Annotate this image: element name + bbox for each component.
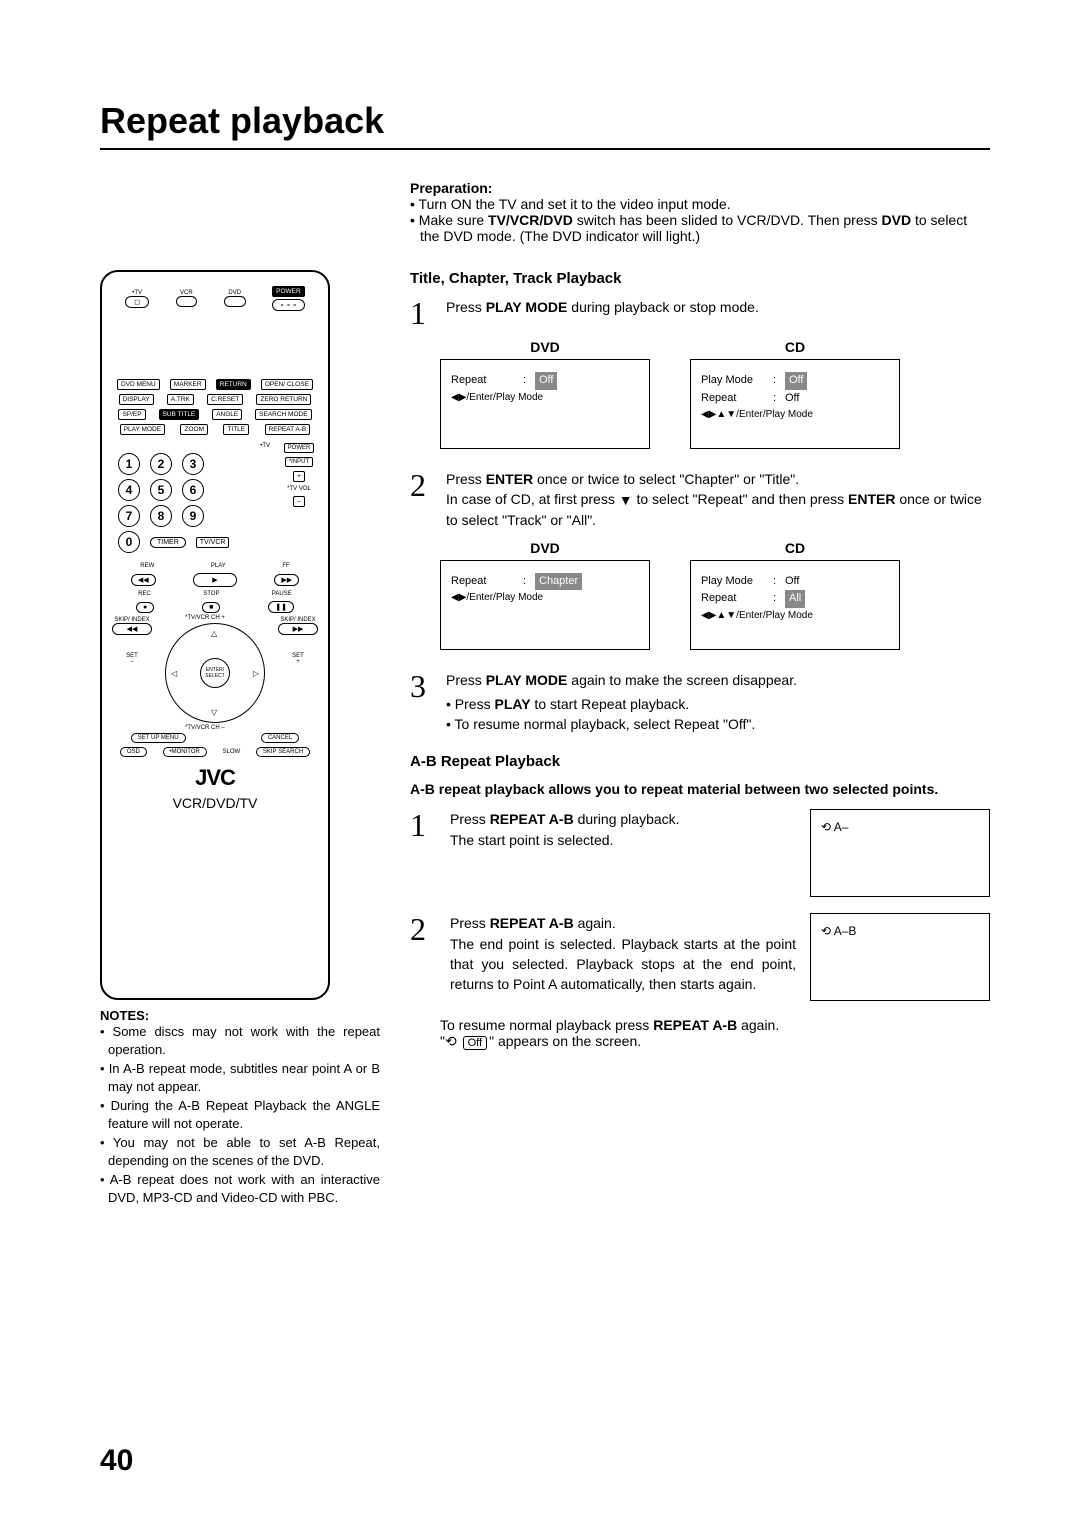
- page-number: 40: [100, 1444, 133, 1478]
- ab-step-1: 1 Press REPEAT A-B during playback. The …: [410, 809, 990, 897]
- screen-label-dvd: DVD: [440, 339, 650, 355]
- screen-dvd-1: Repeat:Off ◀▶/Enter/Play Mode: [440, 359, 650, 449]
- section2-intro: A-B repeat playback allows you to repeat…: [410, 780, 990, 800]
- screen-label-cd: CD: [690, 540, 900, 556]
- section2-heading: A-B Repeat Playback: [410, 753, 990, 770]
- screen-cd-1: Play Mode:Off Repeat:Off ◀▶▲▼/Enter/Play…: [690, 359, 900, 449]
- prep-list: Turn ON the TV and set it to the video i…: [410, 196, 990, 244]
- notes-item: You may not be able to set A-B Repeat, d…: [100, 1134, 380, 1169]
- screen-cd-2: Play Mode:Off Repeat:All ◀▶▲▼/Enter/Play…: [690, 560, 900, 650]
- screen-label-cd: CD: [690, 339, 900, 355]
- section1-heading: Title, Chapter, Track Playback: [410, 270, 990, 287]
- notes-heading: NOTES:: [100, 1008, 380, 1023]
- step-number: 2: [410, 469, 436, 530]
- screens-row-2: DVD Repeat:Chapter ◀▶/Enter/Play Mode CD…: [440, 540, 990, 650]
- remote-illustration: •TV ◻ VCR DVD POWER∘ ∘ ∘ DVD MENUMARKERR…: [100, 270, 330, 1000]
- step-3: 3 Press PLAY MODE again to make the scre…: [410, 670, 990, 735]
- remote-model: VCR/DVD/TV: [112, 795, 318, 811]
- ab-step-2: 2 Press REPEAT A-B again. The end point …: [410, 913, 990, 1001]
- notes-list: Some discs may not work with the repeat …: [100, 1023, 380, 1206]
- notes-item: A-B repeat does not work with an interac…: [100, 1171, 380, 1206]
- prep-item: Turn ON the TV and set it to the video i…: [410, 196, 990, 212]
- prep-item: Make sure TV/VCR/DVD switch has been sli…: [410, 212, 990, 244]
- step3-subitem: To resume normal playback, select Repeat…: [446, 714, 990, 734]
- resume-text: To resume normal playback press REPEAT A…: [440, 1017, 990, 1050]
- notes-item: During the A-B Repeat Playback the ANGLE…: [100, 1097, 380, 1132]
- ab-screen-1: ⟲ A–: [810, 809, 990, 897]
- brand-logo: JVC: [112, 765, 318, 791]
- screen-dvd-2: Repeat:Chapter ◀▶/Enter/Play Mode: [440, 560, 650, 650]
- prep-heading: Preparation:: [410, 180, 990, 196]
- ab-screen-2: ⟲ A–B: [810, 913, 990, 1001]
- step3-subitem: Press PLAY to start Repeat playback.: [446, 694, 990, 714]
- step-number: 1: [410, 809, 436, 841]
- screen-label-dvd: DVD: [440, 540, 650, 556]
- step-number: 3: [410, 670, 436, 735]
- page-title: Repeat playback: [100, 100, 990, 150]
- notes-item: Some discs may not work with the repeat …: [100, 1023, 380, 1058]
- step-1: 1 Press PLAY MODE during playback or sto…: [410, 297, 990, 329]
- screens-row-1: DVD Repeat:Off ◀▶/Enter/Play Mode CD Pla…: [440, 339, 990, 449]
- step-number: 2: [410, 913, 436, 945]
- step-2: 2 Press ENTER once or twice to select "C…: [410, 469, 990, 530]
- notes-item: In A-B repeat mode, subtitles near point…: [100, 1060, 380, 1095]
- step-number: 1: [410, 297, 436, 329]
